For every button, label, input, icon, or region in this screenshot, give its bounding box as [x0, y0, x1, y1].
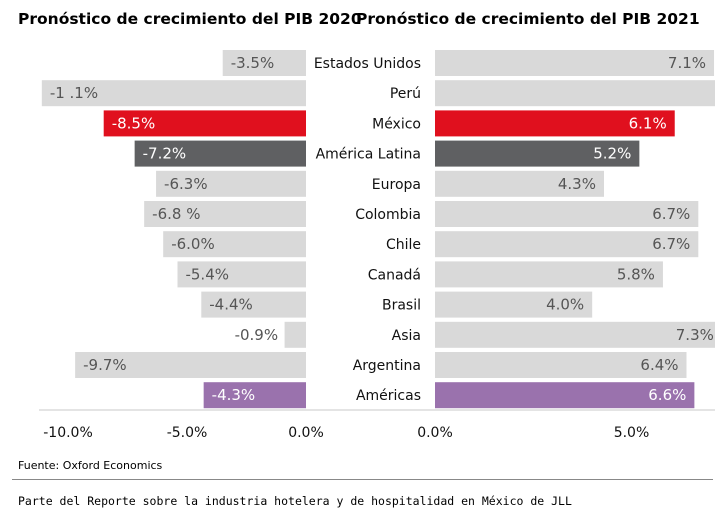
category-label: Argentina [353, 358, 421, 374]
category-label: Américas [356, 388, 421, 404]
bar-label-2021: 4.3% [558, 175, 596, 193]
bar-2020 [134, 140, 306, 167]
category-label: Europa [372, 177, 421, 193]
category-label: Estados Unidos [314, 56, 421, 72]
bar-2021 [435, 201, 699, 227]
bar-2020 [75, 352, 306, 378]
chart-title-2021: Pronóstico de crecimiento del PIB 2021 [356, 10, 700, 28]
tick-label-2020: -10.0% [43, 425, 93, 441]
bar-label-2021: 5.2% [593, 145, 631, 163]
bar-2020 [203, 382, 306, 409]
category-labels: Estados Unidos Perú México América Latina Eu… [314, 56, 421, 404]
bar-2021 [435, 321, 715, 348]
chart-title-2020: Pronóstico de crecimiento del PIB 2020 [18, 10, 362, 28]
category-label: México [372, 116, 421, 132]
category-label: Perú [390, 86, 421, 102]
footer-note: Parte del Reporte sobre la industria hot… [18, 494, 572, 508]
bar-label-2020: -6.8 % [152, 205, 200, 223]
bar-2020 [144, 201, 306, 227]
category-label: América Latina [316, 147, 421, 163]
bar-2021 [435, 170, 604, 197]
bar-label-2021: 7.3% [676, 326, 714, 344]
bar-label-2021: 6.7% [652, 235, 690, 253]
bar-label-2020: -6.0% [171, 235, 215, 253]
bars-2020: -3.5% -1 .1% -8.5% -7.2% -6.3% -6.8 % -6.0% -5.… [41, 50, 306, 409]
bar-label-2020: -4.4% [209, 296, 253, 314]
bar-2021 [435, 231, 699, 258]
bar-label-2020: -3.5% [231, 54, 275, 72]
bar-2020 [201, 291, 306, 318]
gdp-forecast-chart: Pronóstico de crecimiento del PIB 2020 P… [18, 10, 715, 441]
axis-tick-labels: -10.0%-5.0%0.0%0.0%5.0%10.0% [43, 425, 650, 441]
bar-label-2020: -7.2% [143, 145, 187, 163]
bar-label-2021: 5.8% [617, 265, 655, 283]
bars-2021: 7.1%10.2%6.1%5.2%4.3%6.7%6.7%5.8%4.0%7.3… [435, 50, 715, 409]
bar-2021 [435, 110, 675, 137]
bar-2020 [103, 110, 306, 137]
divider-line [12, 479, 713, 480]
bar-label-2020: -0.9% [235, 326, 279, 344]
bar-label-2020: -8.5% [112, 114, 156, 132]
bar-2021 [435, 382, 695, 409]
bar-label-2020: -4.3% [212, 386, 256, 404]
bar-label-2020: -6.3% [164, 175, 208, 193]
bar-2020 [284, 321, 306, 348]
bar-2021 [435, 352, 687, 378]
bar-label-2020: -9.7% [83, 356, 127, 374]
bar-2020 [41, 80, 306, 107]
category-label: Canadá [368, 267, 421, 283]
bar-label-2020: -1 .1% [50, 84, 98, 102]
bar-label-2021: 6.6% [648, 386, 686, 404]
bar-2020 [163, 231, 306, 258]
bar-2020 [156, 170, 306, 197]
bar-2021 [435, 140, 640, 167]
category-label: Chile [386, 237, 421, 253]
category-label: Colombia [355, 207, 421, 223]
category-label: Asia [392, 328, 421, 344]
bar-2021 [435, 50, 715, 76]
source-note: Fuente: Oxford Economics [18, 459, 163, 472]
bar-label-2021: 4.0% [546, 296, 584, 314]
bar-2020 [222, 50, 306, 76]
bar-2020 [177, 261, 306, 288]
tick-label-2020: 0.0% [288, 425, 324, 441]
tick-label-2021: 0.0% [417, 425, 453, 441]
tick-label-2020: -5.0% [167, 425, 208, 441]
bar-2021 [435, 80, 715, 107]
tick-label-2021: 5.0% [614, 425, 650, 441]
bar-label-2021: 6.4% [640, 356, 678, 374]
category-label: Brasil [382, 298, 421, 314]
bar-label-2021: 6.7% [652, 205, 690, 223]
bar-label-2021: 7.1% [668, 54, 706, 72]
bar-label-2021: 6.1% [629, 114, 667, 132]
bar-2021 [435, 291, 593, 318]
bar-2021 [435, 261, 663, 288]
bar-label-2020: -5.4% [185, 265, 229, 283]
